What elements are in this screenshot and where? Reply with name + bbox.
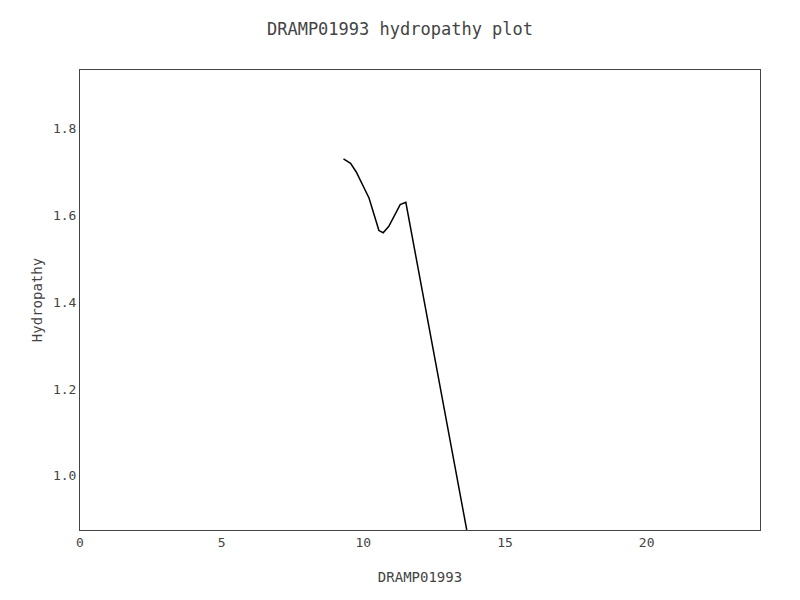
svg-text:0: 0	[76, 535, 84, 550]
svg-text:DRAMP01993 hydropathy plot: DRAMP01993 hydropathy plot	[267, 19, 533, 39]
svg-text:15: 15	[497, 535, 513, 550]
svg-text:1.6: 1.6	[53, 208, 76, 223]
svg-text:5: 5	[218, 535, 226, 550]
svg-text:20: 20	[639, 535, 655, 550]
svg-text:Hydropathy: Hydropathy	[29, 258, 45, 342]
svg-text:1.4: 1.4	[53, 295, 77, 310]
svg-text:1.2: 1.2	[53, 382, 76, 397]
svg-text:DRAMP01993: DRAMP01993	[378, 569, 462, 585]
svg-text:1.8: 1.8	[53, 121, 76, 136]
svg-text:10: 10	[356, 535, 372, 550]
svg-text:1.0: 1.0	[53, 468, 76, 483]
